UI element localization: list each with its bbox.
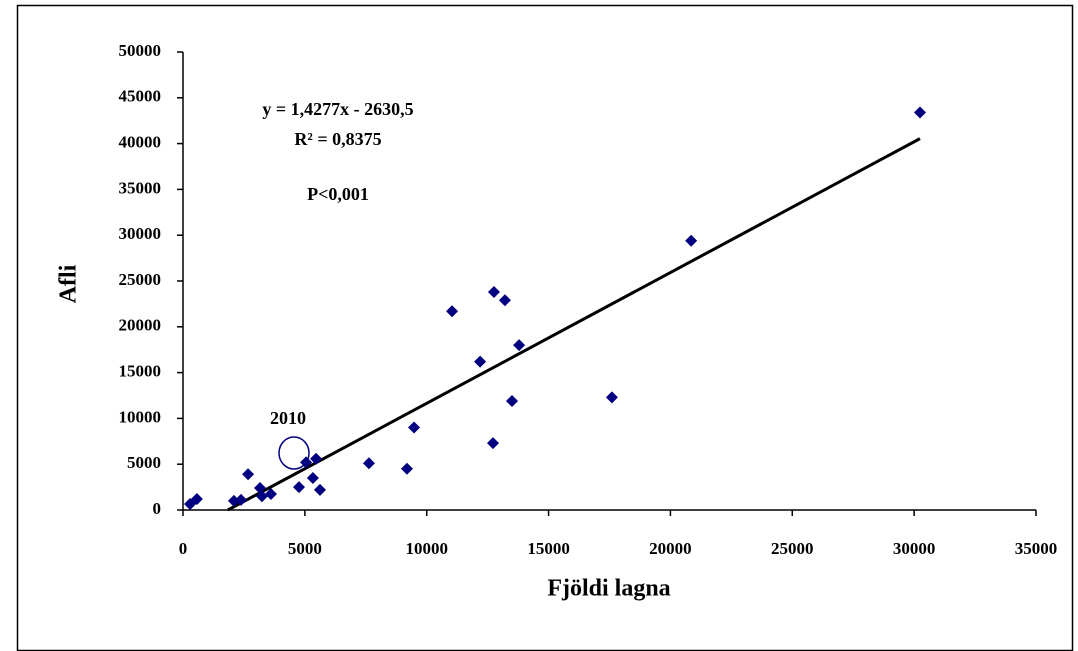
- highlight-circle: [278, 436, 310, 470]
- point: [685, 234, 698, 247]
- point: [913, 106, 926, 119]
- point: [506, 394, 519, 407]
- point: [242, 468, 255, 481]
- point: [310, 452, 323, 465]
- y-tick-label: 0: [153, 499, 162, 518]
- year-label: 2010: [270, 408, 306, 428]
- trendline: [227, 137, 921, 512]
- x-tick-label: 0: [179, 539, 188, 558]
- y-tick-label: 45000: [119, 87, 162, 106]
- p-value: P<0,001: [307, 184, 369, 204]
- point: [306, 471, 319, 484]
- y-tick-label: 10000: [119, 407, 162, 426]
- y-tick-label: 30000: [119, 224, 162, 243]
- point: [235, 493, 248, 506]
- point: [487, 437, 500, 450]
- point: [474, 355, 487, 368]
- point: [605, 391, 618, 404]
- y-axis-label: Afli: [56, 264, 82, 303]
- x-tick-label: 35000: [1015, 539, 1058, 558]
- r-squared: R² = 0,8375: [294, 129, 381, 149]
- y-tick-label: 35000: [119, 178, 162, 197]
- point: [190, 493, 203, 506]
- x-tick-label: 30000: [893, 539, 936, 558]
- y-tick-label: 25000: [119, 270, 162, 289]
- x-axis-label: Fjöldi lagna: [547, 576, 670, 602]
- point: [446, 305, 459, 318]
- equation: y = 1,4277x - 2630,5: [262, 99, 413, 119]
- point: [513, 339, 526, 352]
- y-tick-label: 5000: [127, 453, 161, 472]
- y-tick-label: 20000: [119, 316, 162, 335]
- point: [254, 482, 267, 495]
- x-tick-label: 5000: [288, 539, 322, 558]
- point: [408, 421, 421, 434]
- point: [255, 490, 268, 503]
- x-tick-label: 15000: [527, 539, 570, 558]
- point: [264, 487, 277, 500]
- point: [300, 456, 313, 469]
- x-tick-label: 20000: [649, 539, 692, 558]
- y-tick-label: 50000: [119, 41, 162, 60]
- y-tick-label: 15000: [119, 362, 162, 381]
- x-tick-label: 10000: [405, 539, 448, 558]
- point: [400, 462, 413, 475]
- point: [362, 457, 375, 470]
- point: [293, 481, 306, 494]
- point: [487, 285, 500, 298]
- point: [227, 494, 240, 507]
- x-tick-label: 25000: [771, 539, 814, 558]
- y-tick-label: 40000: [119, 133, 162, 152]
- point: [313, 483, 326, 496]
- point: [498, 294, 511, 307]
